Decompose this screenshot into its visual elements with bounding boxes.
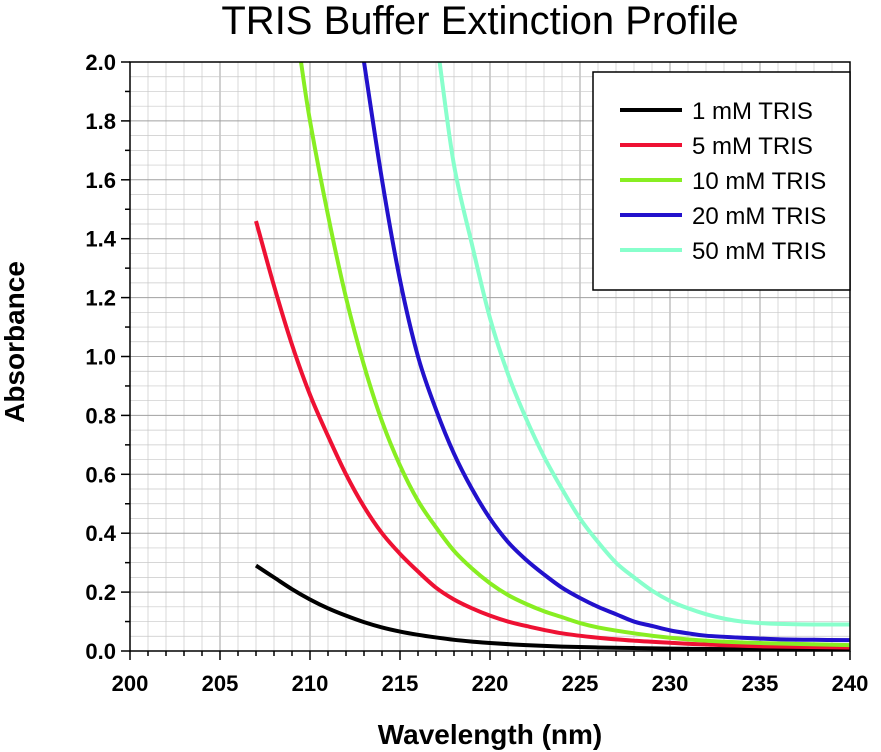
series-line-4 — [362, 62, 850, 643]
y-tick-label: 1.0 — [85, 345, 116, 370]
x-tick-label: 235 — [742, 671, 779, 696]
grid — [129, 61, 851, 652]
chart-title: TRIS Buffer Extinction Profile — [221, 0, 738, 43]
y-tick-label: 0.2 — [85, 580, 116, 605]
legend-label: 5 mM TRIS — [692, 133, 813, 160]
series-line-1 — [254, 563, 850, 651]
x-tick-label: 200 — [112, 671, 149, 696]
x-tick-label: 230 — [652, 671, 689, 696]
y-axis-label: Absorbance — [0, 261, 30, 423]
legend-label: 20 mM TRIS — [692, 203, 826, 230]
y-tick-label: 0.8 — [85, 403, 116, 428]
ticks — [121, 61, 851, 660]
y-tick-label: 0.4 — [85, 521, 116, 546]
x-tick-label: 225 — [562, 671, 599, 696]
y-tick-labels: 0.0 0.2 0.4 0.6 0.8 1.0 1.2 1.4 1.6 1.8 2.0 — [85, 50, 116, 664]
series-line-5 — [437, 62, 850, 627]
x-tick-label: 215 — [382, 671, 419, 696]
x-tick-label: 210 — [292, 671, 329, 696]
series-line-2 — [254, 220, 850, 650]
x-tick-label: 205 — [202, 671, 239, 696]
y-tick-label: 0.6 — [85, 462, 116, 487]
y-tick-label: 1.4 — [85, 227, 116, 252]
legend-label: 10 mM TRIS — [692, 168, 826, 195]
x-tick-labels: 200 205 210 215 220 225 230 235 240 — [112, 671, 869, 696]
series-line-3 — [299, 62, 850, 648]
x-tick-label: 220 — [472, 671, 509, 696]
x-tick-label: 240 — [832, 671, 869, 696]
x-axis-label: Wavelength (nm) — [378, 719, 603, 750]
legend: 1 mM TRIS 5 mM TRIS 10 mM TRIS 20 mM TRIS 50… — [592, 71, 851, 291]
y-tick-label: 1.8 — [85, 109, 116, 134]
y-tick-label: 1.6 — [85, 168, 116, 193]
y-tick-label: 0.0 — [85, 639, 116, 664]
legend-label: 1 mM TRIS — [692, 98, 813, 125]
legend-label: 50 mM TRIS — [692, 238, 826, 265]
y-tick-label: 2.0 — [85, 50, 116, 75]
series-group — [254, 62, 850, 651]
y-tick-label: 1.2 — [85, 286, 116, 311]
